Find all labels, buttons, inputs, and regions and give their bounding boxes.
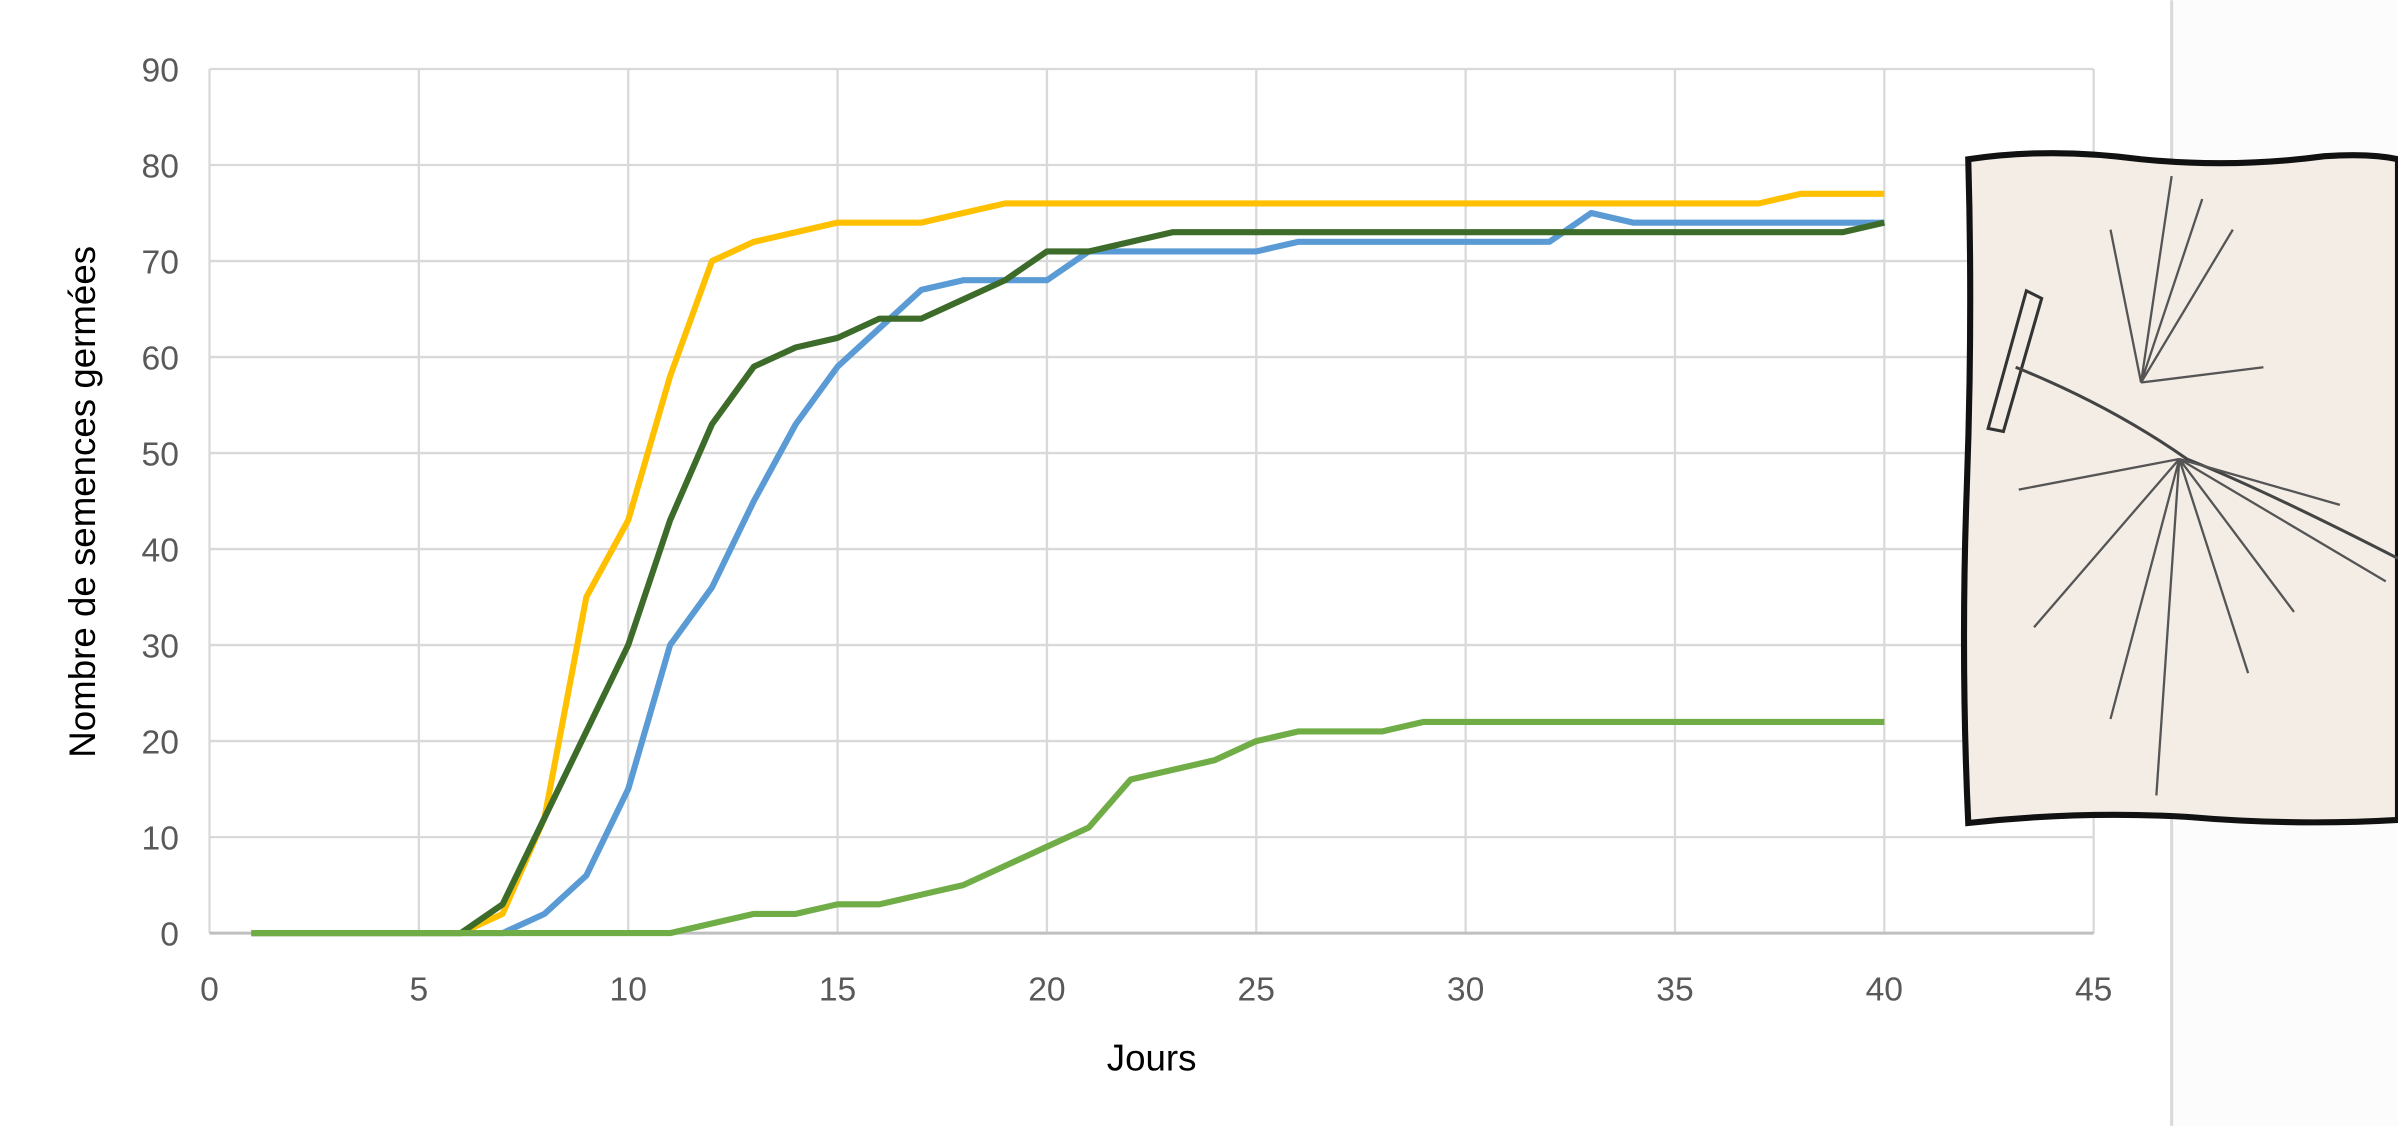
y-tick-label: 60 [142, 340, 179, 377]
x-tick-label: 30 [1447, 971, 1484, 1008]
x-tick-label: 15 [819, 971, 856, 1008]
x-tick-label: 45 [2075, 971, 2112, 1008]
y-tick-label: 90 [142, 52, 179, 89]
chart: 0 10 20 30 40 50 60 70 80 90 0 5 10 15 20 25 30 35 40 45 Jo… [0, 0, 2398, 1126]
y-tick-label: 20 [142, 724, 179, 761]
y-tick-label: 40 [142, 532, 179, 569]
y-axis-label: Nombre de semences germées [62, 246, 103, 758]
x-tick-label: 20 [1028, 971, 1065, 1008]
x-axis-label: Jours [1107, 1038, 1197, 1079]
y-tick-label: 0 [160, 916, 179, 953]
y-tick-label: 10 [142, 820, 179, 857]
y-tick-label: 70 [142, 244, 179, 281]
x-tick-label: 0 [200, 971, 219, 1008]
x-tick-label: 40 [1866, 971, 1903, 1008]
x-tick-label: 5 [410, 971, 429, 1008]
y-tick-label: 80 [142, 148, 179, 185]
pine-illustration [1964, 153, 2398, 823]
x-tick-label: 35 [1656, 971, 1693, 1008]
y-tick-label: 30 [142, 628, 179, 665]
y-tick-label: 50 [142, 436, 179, 473]
x-tick-label: 25 [1238, 971, 1275, 1008]
x-tick-label: 10 [610, 971, 647, 1008]
